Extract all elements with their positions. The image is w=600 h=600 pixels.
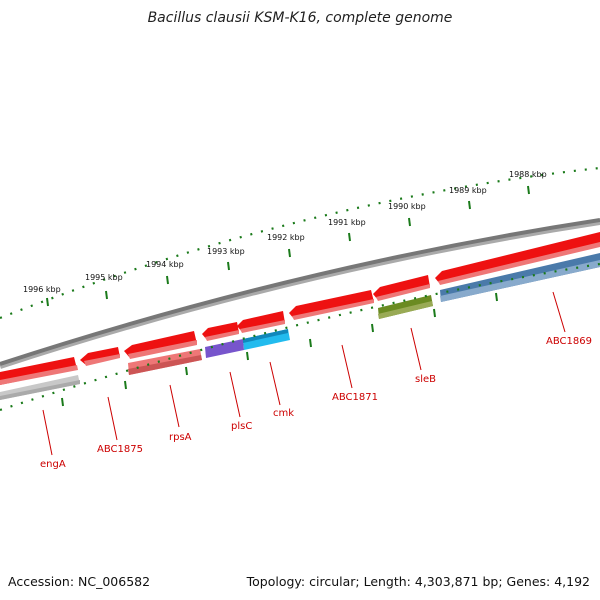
tick-mark <box>348 232 351 242</box>
tick-label: 1992 kbp <box>267 233 305 242</box>
gene-arrow-sleB <box>373 275 430 300</box>
leader-line-ABC1869 <box>552 291 566 333</box>
gene-arrow-engA-shade <box>0 365 78 385</box>
gene-label-cmk: cmk <box>273 408 294 419</box>
annotation-bar-pink-edge <box>128 355 202 375</box>
annotation-bar-purple <box>205 339 244 358</box>
annotation-bar-gray-edge <box>0 380 80 400</box>
gene-arrow-cmk-shade <box>240 320 285 333</box>
inner-tick-mark <box>495 292 498 302</box>
tick-mark <box>46 297 49 307</box>
annotation-bar-steelblue-edge <box>440 260 600 302</box>
gene-arrow-rpsA-shade <box>128 340 197 359</box>
tick-label: 1991 kbp <box>328 218 366 227</box>
genome-summary-text: Topology: circular; Length: 4,303,871 bp… <box>246 574 590 589</box>
tick-mark <box>408 217 411 227</box>
leader-line-cmk <box>269 361 281 406</box>
tick-mark <box>105 290 108 300</box>
tick-label: 1993 kbp <box>207 247 245 256</box>
leader-line-sleB <box>410 327 422 371</box>
gene-arrow-ABC1871 <box>289 290 374 319</box>
accession-text: Accession: NC_006582 <box>8 574 151 589</box>
gene-label-plsC: plsC <box>231 421 252 432</box>
inner-tick-mark <box>246 351 249 361</box>
leader-line-engA <box>42 409 53 456</box>
tick-mark <box>288 248 291 258</box>
inner-tick-mark <box>309 338 312 348</box>
gene-arrow-plsC-shade <box>205 330 239 341</box>
gene-arrow-sleB-shade <box>376 284 430 301</box>
tick-label: 1994 kbp <box>146 260 184 269</box>
inner-tick-track <box>0 262 600 412</box>
gene-label-sleB: sleB <box>415 374 436 385</box>
tick-label: 1989 kbp <box>449 186 487 195</box>
inner-tick-mark <box>61 397 64 407</box>
tick-label: 1990 kbp <box>388 202 426 211</box>
annotation-bar-cyan-edge <box>243 329 288 343</box>
leader-line-ABC1875 <box>107 396 118 441</box>
inner-tick-mark <box>124 380 127 390</box>
tick-mark <box>468 200 471 210</box>
gene-arrow-cmk <box>237 311 285 332</box>
map-title: Bacillus clausii KSM-K16, complete genom… <box>147 10 453 26</box>
leader-line-ABC1871 <box>341 344 353 389</box>
gene-arrow-ABC1875-shade <box>84 354 120 366</box>
gene-label-engA: engA <box>40 459 66 470</box>
tick-mark <box>227 261 230 271</box>
tick-label: 1996 kbp <box>23 285 61 294</box>
genome-backbone-shadow <box>0 219 600 369</box>
inner-tick-mark <box>371 323 374 333</box>
gene-label-ABC1875: ABC1875 <box>97 444 143 455</box>
gene-arrow-ABC1871-shade <box>292 299 374 320</box>
genome-backbone <box>0 218 600 366</box>
tick-mark <box>166 275 169 285</box>
gene-label-ABC1869: ABC1869 <box>546 336 592 347</box>
tick-mark <box>527 185 530 195</box>
annotation-bar-olive-edge <box>378 301 433 319</box>
leader-line-plsC <box>229 371 241 418</box>
tick-label: 1988 kbp <box>509 170 547 179</box>
gene-label-rpsA: rpsA <box>169 432 192 443</box>
leader-line-rpsA <box>169 384 180 428</box>
gene-label-ABC1871: ABC1871 <box>332 392 378 403</box>
tick-label: 1995 kbp <box>85 273 123 282</box>
outer-tick-track <box>0 166 600 320</box>
inner-tick-mark <box>185 366 188 376</box>
gene-arrow-plsC <box>202 322 239 340</box>
inner-tick-mark <box>433 308 436 318</box>
gene-arrow-ABC1869-shade <box>438 242 600 285</box>
gene-arrow-ABC1869 <box>435 232 600 284</box>
